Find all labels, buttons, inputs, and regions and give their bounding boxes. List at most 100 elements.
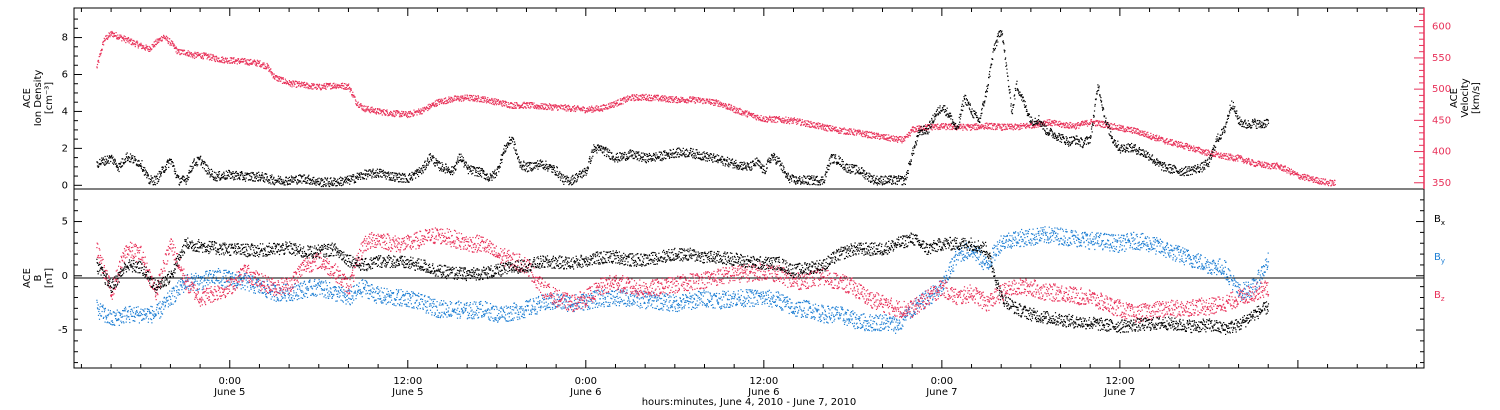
velocity-series-point — [616, 102, 618, 104]
density-series-point — [399, 181, 401, 183]
velocity-series-point — [789, 119, 792, 121]
velocity-series-point — [1095, 125, 1097, 127]
velocity-series-point — [580, 108, 582, 110]
velocity-series-point — [372, 108, 374, 110]
velocity-series-point — [633, 100, 635, 102]
velocity-series-point — [808, 121, 810, 123]
velocity-series-point — [686, 98, 688, 100]
velocity-series-point — [625, 101, 627, 103]
velocity-series-point — [519, 104, 521, 107]
velocity-series-point — [297, 81, 299, 83]
velocity-series-point — [410, 113, 412, 115]
density-series-point — [101, 157, 103, 159]
velocity-series-point — [393, 114, 395, 116]
velocity-series-point — [895, 140, 897, 142]
density-series-point — [150, 175, 152, 177]
velocity-series-point — [306, 86, 308, 88]
velocity-series-point — [994, 123, 996, 125]
velocity-series-point — [1004, 126, 1006, 128]
velocity-series-point — [617, 99, 619, 101]
velocity-series-point — [965, 128, 968, 130]
velocity-series-point — [116, 37, 118, 39]
velocity-series-point — [180, 49, 182, 51]
density-series-point — [291, 181, 293, 183]
velocity-series-point — [1089, 122, 1092, 125]
velocity-series-point — [279, 80, 281, 82]
velocity-series-point — [189, 51, 191, 53]
density-series-point — [280, 178, 283, 180]
velocity-series-point — [122, 37, 124, 39]
velocity-series-point — [1169, 143, 1171, 145]
velocity-series-point — [751, 114, 753, 116]
velocity-series-point — [581, 109, 583, 111]
density-series-point — [342, 178, 344, 180]
density-series-point — [129, 153, 132, 155]
velocity-series-point — [982, 125, 984, 127]
density-series-point — [331, 183, 333, 185]
velocity-series-point — [162, 37, 164, 39]
velocity-series-point — [683, 100, 685, 102]
velocity-series-point — [690, 97, 692, 99]
velocity-series-point — [239, 60, 241, 62]
velocity-series-point — [897, 138, 899, 140]
velocity-series-point — [111, 30, 113, 33]
density-series-point — [178, 184, 181, 186]
velocity-series-point — [728, 108, 730, 110]
velocity-series-point — [763, 118, 765, 120]
velocity-series-point — [497, 99, 499, 101]
velocity-series-point — [725, 108, 727, 110]
velocity-series-point — [561, 108, 563, 110]
velocity-series-point — [972, 127, 974, 129]
velocity-series-point — [945, 129, 947, 131]
velocity-series-point — [846, 132, 849, 134]
velocity-series-point — [289, 84, 291, 86]
velocity-series-point — [189, 53, 191, 55]
velocity-series-point — [766, 121, 768, 123]
velocity-series-point — [642, 94, 644, 97]
velocity-series-point — [628, 95, 630, 98]
velocity-series-point — [736, 112, 738, 114]
velocity-series-point — [118, 36, 120, 38]
velocity-series-point — [853, 128, 855, 130]
density-series-point — [434, 165, 436, 167]
density-series-point — [364, 174, 367, 177]
velocity-series-point — [884, 134, 886, 136]
velocity-series-point — [619, 98, 621, 100]
velocity-series-point — [669, 96, 671, 98]
velocity-series-point — [871, 137, 873, 139]
velocity-series-point — [720, 105, 722, 107]
velocity-series-point — [613, 102, 615, 104]
velocity-series-point — [946, 127, 948, 129]
velocity-series-point — [364, 109, 367, 111]
velocity-series-point — [805, 125, 807, 127]
velocity-series-point — [412, 112, 414, 114]
velocity-series-point — [457, 96, 460, 98]
velocity-series-point — [516, 103, 518, 105]
density-series-point — [213, 177, 215, 179]
density-series-point — [124, 158, 127, 160]
velocity-series-point — [716, 100, 718, 102]
density-series-point — [336, 180, 338, 182]
density-series-point — [408, 181, 410, 183]
density-series-point — [203, 163, 205, 165]
density-series-point — [306, 180, 309, 182]
velocity-series-point — [433, 104, 435, 107]
velocity-series-point — [939, 125, 941, 127]
velocity-series-point — [519, 105, 521, 107]
velocity-series-point — [688, 99, 690, 101]
velocity-series-point — [525, 107, 527, 109]
velocity-series-point — [1073, 125, 1075, 127]
density-series-point — [120, 161, 122, 163]
velocity-series-point — [724, 103, 727, 105]
density-series-point — [392, 172, 394, 174]
velocity-series-point — [152, 43, 154, 46]
velocity-series-point — [531, 102, 533, 104]
velocity-series-point — [243, 60, 245, 62]
velocity-series-point — [166, 39, 168, 41]
velocity-series-point — [178, 48, 180, 51]
velocity-series-point — [887, 138, 889, 140]
velocity-series-point — [692, 98, 694, 100]
velocity-series-point — [260, 66, 262, 68]
velocity-series-point — [1023, 123, 1025, 125]
velocity-series-point — [508, 106, 510, 108]
